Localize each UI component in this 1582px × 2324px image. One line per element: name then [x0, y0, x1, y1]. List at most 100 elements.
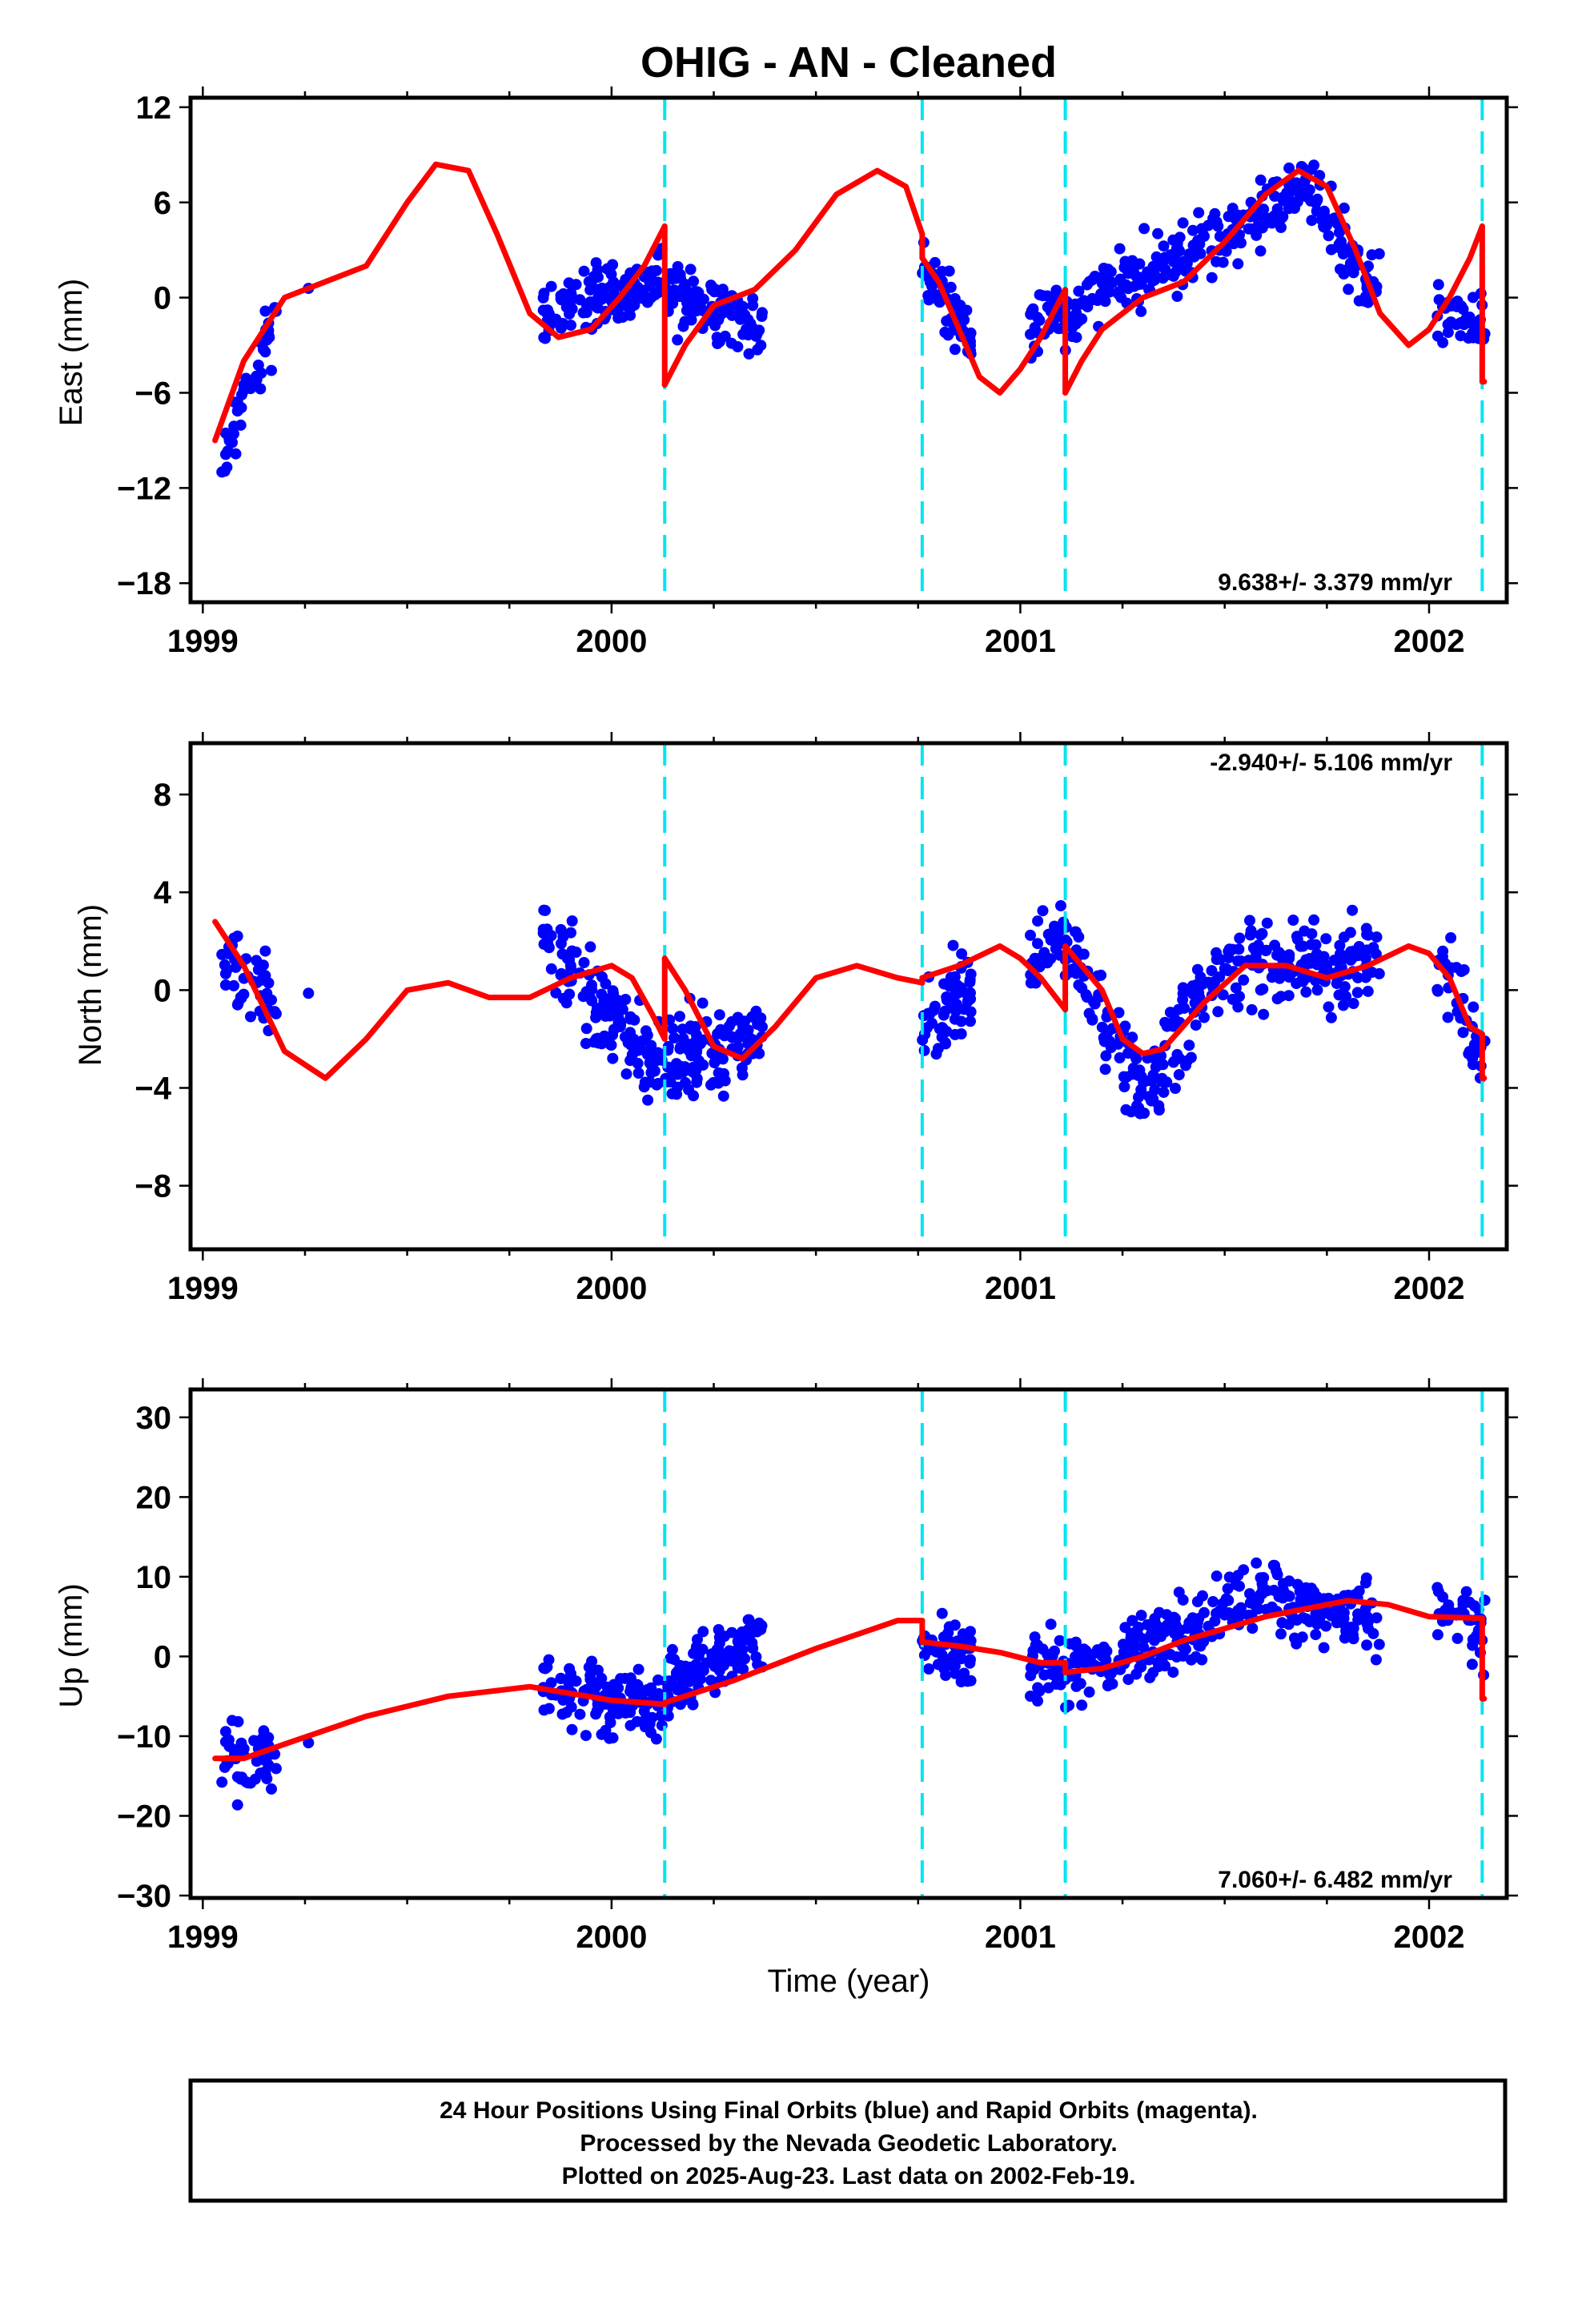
data-point [223, 1734, 235, 1746]
data-point [962, 1675, 974, 1687]
data-point [725, 1031, 737, 1043]
x-tick-label: 1999 [167, 624, 239, 659]
data-point [242, 1777, 254, 1789]
data-point [632, 290, 644, 302]
y-axis-label-north: North (mm) [73, 904, 108, 1066]
data-point [1232, 1570, 1244, 1582]
data-point [1266, 217, 1278, 229]
data-point [556, 1708, 568, 1720]
data-point [709, 1057, 721, 1068]
data-point [1347, 998, 1359, 1009]
data-point [1271, 993, 1283, 1005]
data-point [1080, 989, 1092, 1001]
data-point [1259, 1584, 1271, 1596]
data-point [1177, 994, 1189, 1006]
model-curve-east [919, 255, 1069, 396]
data-point [266, 994, 277, 1006]
data-point [1126, 1614, 1138, 1626]
data-point [1167, 1056, 1179, 1068]
data-point [1359, 948, 1370, 960]
data-point [1114, 243, 1126, 255]
data-point [1054, 1679, 1066, 1691]
data-point [732, 1662, 744, 1674]
data-point [1045, 1618, 1057, 1630]
data-point [1234, 932, 1246, 944]
data-point [574, 1708, 586, 1720]
model-curve-up [1062, 1598, 1485, 1675]
data-point [1347, 267, 1359, 279]
data-point [1096, 277, 1108, 289]
data-point [1457, 1027, 1469, 1039]
data-point [1122, 1674, 1134, 1686]
x-axis-label: Time (year) [768, 1964, 930, 1999]
data-point [692, 1634, 703, 1646]
data-point [228, 420, 240, 432]
data-point [1445, 932, 1457, 943]
data-point [1100, 1050, 1112, 1062]
data-point [924, 1007, 936, 1019]
data-point [1333, 1607, 1345, 1619]
y-tick-label: 10 [136, 1560, 172, 1595]
data-point [236, 388, 247, 400]
data-point [747, 300, 759, 312]
data-point [538, 287, 550, 300]
data-point [755, 1623, 767, 1635]
data-point [705, 1079, 717, 1091]
data-point [1299, 925, 1311, 937]
y-tick-label: 0 [154, 1639, 171, 1675]
rate-label-up: 7.060+/- 6.482 mm/yr [1218, 1867, 1452, 1893]
caption-box: 24 Hour Positions Using Final Orbits (bl… [188, 2078, 1508, 2203]
data-point [737, 1643, 749, 1655]
y-tick-label: −20 [117, 1799, 171, 1834]
data-point [1301, 1588, 1313, 1600]
data-point [1190, 1019, 1202, 1031]
data-point [542, 304, 553, 316]
data-point [755, 340, 767, 352]
data-point [570, 279, 582, 291]
data-point [1301, 957, 1313, 969]
data-point [674, 268, 686, 280]
y-tick-label: −8 [135, 1169, 171, 1204]
panel-east: East (mm) 12 6 0 −6 −12 −18 1999 2000 2001 2002 9.… [54, 86, 1518, 659]
data-point [949, 971, 961, 983]
x-tick-label: 2001 [985, 1920, 1056, 1955]
data-point [1287, 915, 1299, 926]
data-point [674, 1011, 685, 1023]
data-point [228, 979, 239, 991]
data-point [956, 948, 968, 960]
data-point [1138, 223, 1150, 235]
data-point [1214, 953, 1226, 965]
data-point [1143, 1091, 1155, 1103]
data-point [642, 1094, 654, 1106]
caption-frame [188, 2078, 1508, 2203]
data-point [586, 1655, 598, 1667]
data-point [608, 276, 620, 288]
data-point [219, 967, 231, 979]
data-point [949, 344, 961, 356]
data-point [1171, 291, 1183, 302]
data-point [259, 346, 271, 358]
data-point [1230, 982, 1242, 994]
data-point [1186, 1612, 1199, 1624]
data-point [223, 432, 235, 444]
data-point [1275, 1628, 1287, 1640]
data-point [1235, 237, 1247, 249]
data-point [1255, 1572, 1267, 1584]
data-point [922, 290, 934, 302]
data-point [1138, 1641, 1150, 1653]
y-axis-label-up: Up (mm) [54, 1583, 89, 1708]
data-point [1212, 1006, 1224, 1018]
data-point [616, 1003, 628, 1015]
data-point [1066, 331, 1078, 343]
panel-north: North (mm) 8 4 0 −4 −8 1999 2000 2001 2002 -2.940… [73, 732, 1518, 1306]
data-point [965, 968, 977, 980]
data-point [950, 988, 961, 1000]
data-point [1158, 240, 1170, 252]
data-point [232, 400, 244, 412]
x-tick-label: 1999 [167, 1271, 239, 1306]
y-tick-label: 4 [154, 875, 172, 911]
data-point [1094, 292, 1106, 304]
data-point [650, 1733, 662, 1745]
rate-label-north: -2.940+/- 5.106 mm/yr [1210, 750, 1452, 776]
data-point [228, 932, 240, 944]
